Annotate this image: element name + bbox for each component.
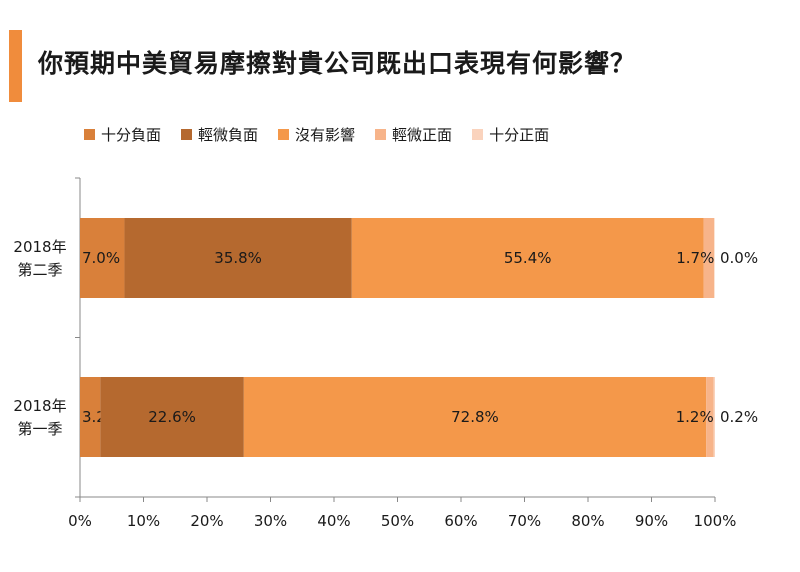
x-tick-label: 70% [508,512,541,530]
data-label: 35.8% [214,249,262,267]
bar-segment [703,218,715,298]
legend-item: 十分正面 [472,124,549,145]
x-tick-label: 30% [254,512,287,530]
legend: 十分負面 輕微負面 沒有影響 輕微正面 十分正面 [84,124,569,145]
legend-swatch [278,129,290,140]
legend-label: 輕微正面 [392,126,453,144]
data-label: 1.7% [676,249,714,267]
legend-swatch [375,129,387,140]
data-label: 0.2% [720,408,758,426]
x-tick-label: 80% [571,512,604,530]
data-label: 7.0% [82,249,120,267]
bar-segment [100,377,244,457]
x-tick-label: 90% [635,512,668,530]
x-tick-label: 0% [68,512,92,530]
category-label: 2018年 [13,238,66,256]
legend-label: 十分負面 [101,126,162,144]
x-tick-label: 60% [444,512,477,530]
category-label: 2018年 [13,397,66,415]
bar-segment [80,218,125,298]
data-label: 0.0% [720,249,758,267]
x-tick-label: 50% [381,512,414,530]
legend-swatch [84,129,95,140]
x-tick-label: 20% [190,512,223,530]
legend-swatch [181,129,193,140]
bar-segment [351,218,704,298]
bar-segment [243,377,707,457]
bar-segment [706,377,714,457]
bar-segment [713,377,715,457]
data-label: 72.8% [451,408,499,426]
legend-item: 輕微正面 [375,124,452,145]
legend-label: 輕微負面 [198,126,259,144]
x-tick-label: 40% [317,512,350,530]
chart-title: 你預期中美貿易摩擦對貴公司既出口表現有何影響？ [38,49,637,78]
data-label: 55.4% [504,249,552,267]
x-tick-label: 10% [127,512,160,530]
bar-segment [80,377,101,457]
title-accent-bar [9,30,22,102]
legend-item: 十分負面 [84,124,161,145]
legend-item: 輕微負面 [181,124,258,145]
legend-item: 沒有影響 [278,124,355,145]
category-label: 第一季 [17,420,62,438]
category-label: 第二季 [17,261,62,279]
legend-label: 十分正面 [489,126,550,144]
x-tick-label: 100% [694,512,737,530]
data-label: 22.6% [148,408,196,426]
legend-swatch [472,129,484,140]
bar-segment [124,218,352,298]
data-label: 1.2% [676,408,714,426]
legend-label: 沒有影響 [295,126,356,144]
